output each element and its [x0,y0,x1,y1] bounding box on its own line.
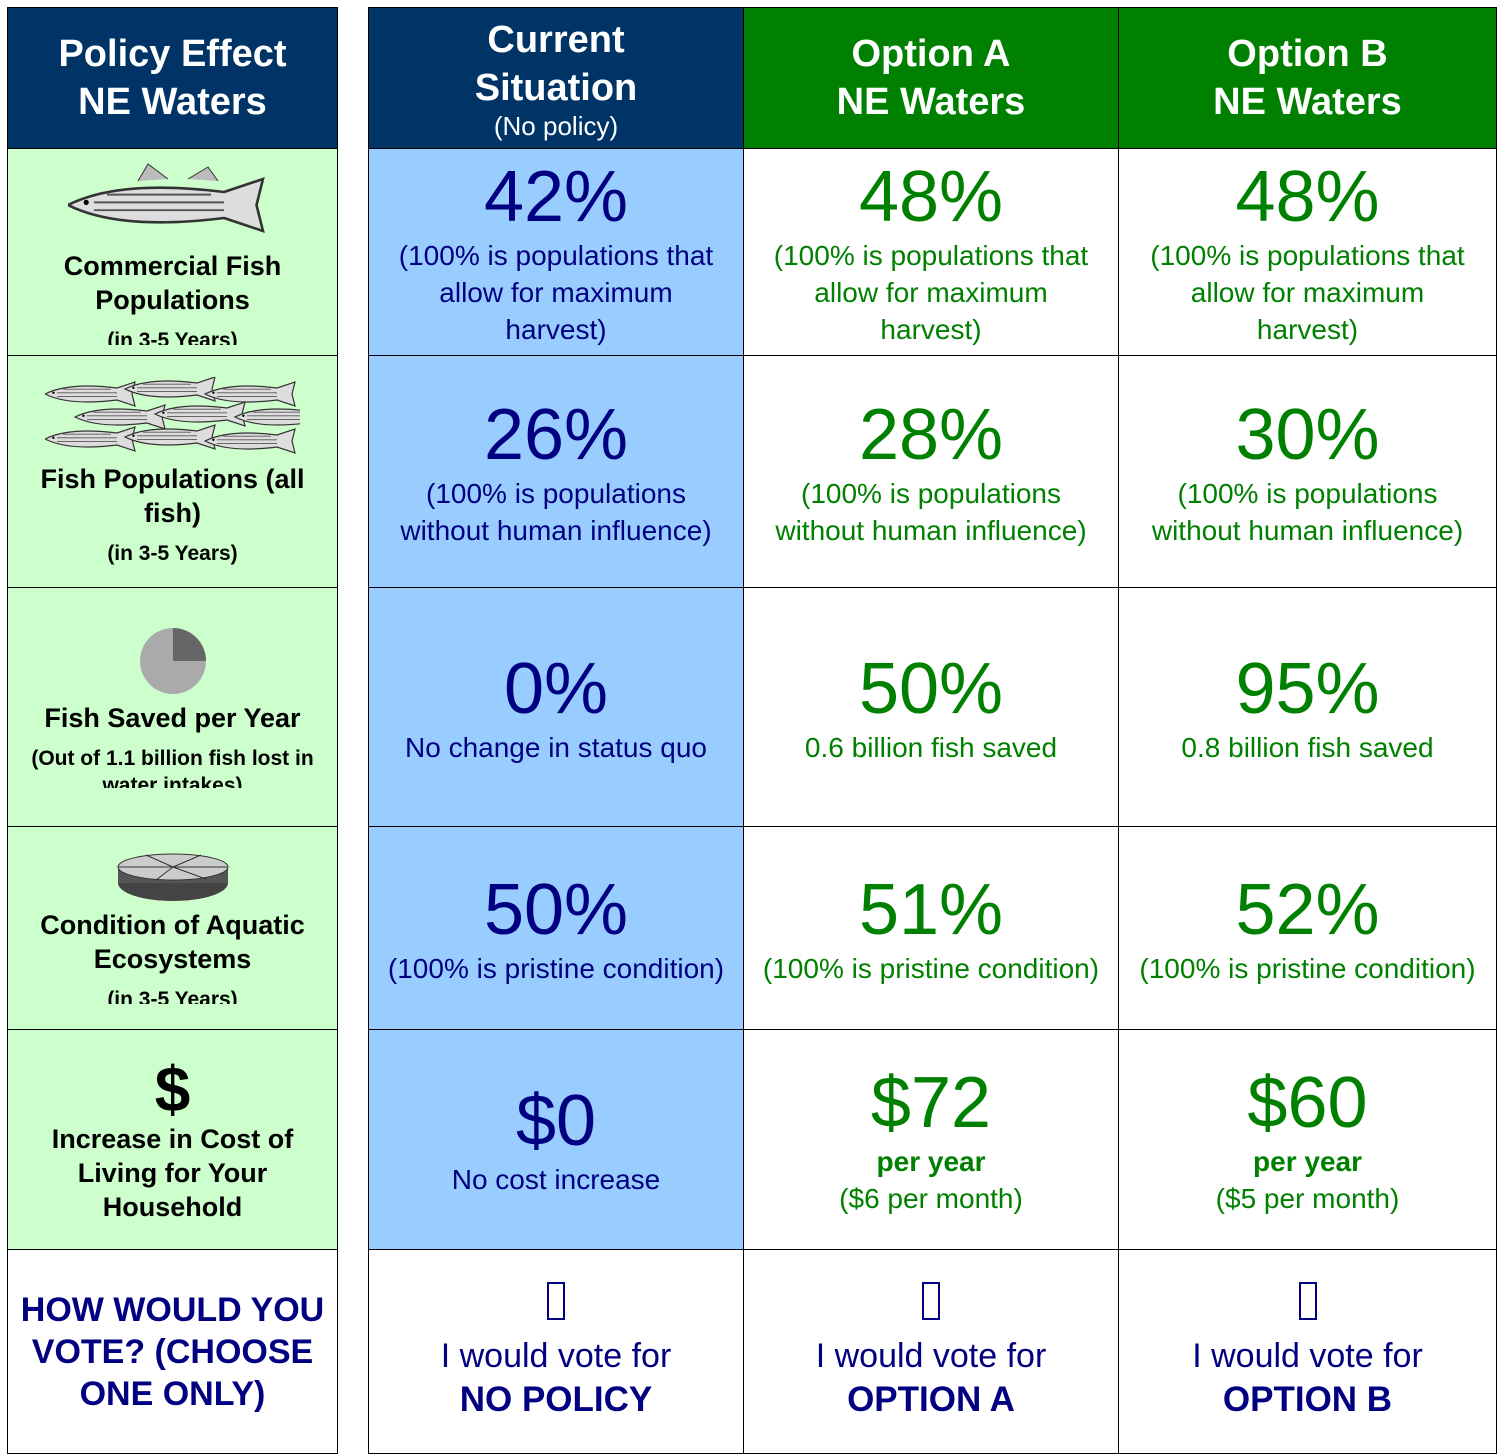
header-line: Situation [474,67,638,109]
row-icon [116,853,230,908]
value-cell: 30% (100% is populations without human in… [1118,355,1497,588]
row-icon: $ [154,1052,191,1125]
header-line: NE Waters [1213,81,1402,123]
row-label: Condition of Aquatic Ecosystems (in 3-5 Y… [7,826,338,1030]
checkbox[interactable] [547,1281,565,1320]
row-note: (in 3-5 Years) [107,329,238,345]
value-cell: $60 per year ($5 per month) [1118,1029,1497,1250]
checkbox[interactable] [1298,1281,1317,1320]
value-detail: (100% is pristine condition) [1139,952,1476,984]
value-cell: 42% (100% is populations that allow for m… [368,148,744,356]
vote-prefix: I would vote for [440,1336,672,1375]
row-note: (in 3-5 Years) [107,541,238,565]
header-line: NE Waters [78,81,267,123]
column-header: Option A NE Waters [743,7,1119,149]
header-line: Policy Effect [58,33,287,75]
row-note: (in 3-5 Years) [107,987,238,1004]
row-label: Fish Saved per Year (Out of 1.1 billion f… [7,587,338,827]
value: 51% [858,869,1004,950]
value-detail: (100% is populations without human influ… [775,477,1087,546]
value-cell: 52% (100% is pristine condition) [1118,826,1497,1030]
vote-option: I would vote for NO POLICY [368,1249,744,1454]
row-icon [138,626,208,701]
value: $72 [870,1062,992,1143]
row-label-text: Fish Saved per Year [44,703,301,733]
row-label-text: Condition of Aquatic Ecosystems [40,909,305,974]
value-cell: 0% No change in status quo [368,587,744,827]
value-cell: 28% (100% is populations without human in… [743,355,1119,588]
value: 48% [858,156,1004,237]
value: 28% [858,394,1004,475]
value: 26% [483,394,629,475]
row-note: (Out of 1.1 billion fish lost in water i… [31,747,314,788]
value: 42% [483,156,629,237]
vote-option: I would vote for OPTION A [743,1249,1119,1454]
row-label-text: Fish Populations (all fish) [40,463,305,528]
header-label: Policy Effect NE Waters [7,7,338,149]
value-detail: ($5 per month) [1215,1182,1400,1214]
value-detail: (100% is populations without human influ… [400,477,712,546]
vote-choice: OPTION A [847,1379,1015,1419]
vote-prefix: I would vote for [815,1336,1047,1375]
vote-choice: OPTION B [1222,1379,1393,1419]
value-detail: (100% is populations that allow for maxi… [398,239,714,345]
value-cell: 48% (100% is populations that allow for m… [1118,148,1497,356]
value: 48% [1235,156,1380,237]
column-header: Option B NE Waters [1118,7,1497,149]
value-detail: ($6 per month) [839,1182,1023,1214]
column-header: Current Situation (No policy) [368,7,744,149]
vote-question-text: HOW WOULD YOU VOTE? (CHOOSE ONE ONLY) [20,1290,325,1413]
value-detail: No change in status quo [405,731,707,763]
value-detail: 0.8 billion fish saved [1181,731,1434,763]
value-detail: No cost increase [451,1164,661,1195]
value-detail: (100% is pristine condition) [387,952,725,984]
header-subtitle: (No policy) [493,111,619,141]
value-detail: (100% is populations that allow for maxi… [1150,239,1465,345]
value: $0 [515,1081,597,1161]
value: 50% [483,869,629,950]
value-cell: 51% (100% is pristine condition) [743,826,1119,1030]
vote-question: HOW WOULD YOU VOTE? (CHOOSE ONE ONLY) [7,1249,338,1454]
value-emphasis: per year [876,1145,986,1177]
value-cell: 26% (100% is populations without human in… [368,355,744,588]
checkbox[interactable] [922,1281,940,1320]
row-label: $ Increase in Cost of Living for Your Hou… [7,1029,338,1250]
value-cell: $0 No cost increase [368,1029,744,1250]
value-detail: 0.6 billion fish saved [804,731,1058,763]
value-emphasis: per year [1253,1145,1362,1177]
row-label-text: Increase in Cost of Living for Your Hous… [51,1123,294,1222]
value: 30% [1235,394,1380,475]
value-detail: (100% is populations that allow for maxi… [773,239,1089,345]
row-label: Commercial Fish Populations (in 3-5 Years… [7,148,338,356]
value: $60 [1247,1062,1368,1143]
value-cell: $72 per year ($6 per month) [743,1029,1119,1250]
vote-prefix: I would vote for [1192,1336,1423,1375]
row-icon [43,375,326,462]
value-detail: (100% is populations without human influ… [1151,477,1464,546]
header-line: Option A [851,33,1011,75]
value: 95% [1235,648,1380,729]
value-cell: 95% 0.8 billion fish saved [1118,587,1497,827]
header-line: NE Waters [836,81,1026,123]
value-cell: 50% (100% is pristine condition) [368,826,744,1030]
row-label: Fish Populations (all fish) (in 3-5 Years… [7,355,338,588]
value-cell: 48% (100% is populations that allow for m… [743,148,1119,356]
value: 0% [503,648,609,729]
header-line: Option B [1227,33,1388,75]
vote-option: I would vote for OPTION B [1118,1249,1497,1454]
value-cell: 50% 0.6 billion fish saved [743,587,1119,827]
vote-choice: NO POLICY [459,1379,653,1419]
header-line: Current [487,19,625,61]
value: 52% [1235,869,1380,950]
value-detail: (100% is pristine condition) [762,952,1100,984]
value: 50% [858,648,1004,729]
row-label-text: Commercial Fish Populations [63,251,282,315]
row-icon [64,159,278,249]
